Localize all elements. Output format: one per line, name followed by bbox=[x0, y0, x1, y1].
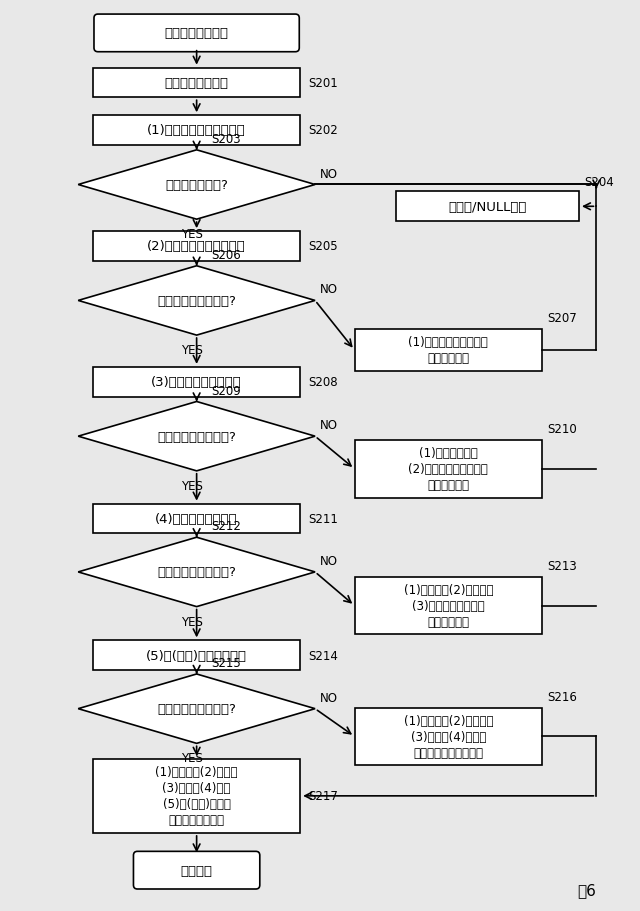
Polygon shape bbox=[78, 150, 315, 220]
Text: 図6: 図6 bbox=[577, 883, 596, 897]
Text: NO: NO bbox=[320, 691, 338, 704]
Text: (4)番地図形判定処理: (4)番地図形判定処理 bbox=[156, 512, 238, 526]
Text: S203: S203 bbox=[211, 133, 241, 146]
Text: YES: YES bbox=[180, 479, 203, 492]
Bar bbox=[93, 759, 300, 833]
Text: (1)都道府県(2)市郡町村
(3)字丁目の図形及び
文字列を取得: (1)都道府県(2)市郡町村 (3)字丁目の図形及び 文字列を取得 bbox=[404, 583, 493, 629]
Text: S212: S212 bbox=[211, 519, 241, 533]
Text: S210: S210 bbox=[547, 423, 577, 435]
Text: NO: NO bbox=[320, 419, 338, 432]
Text: (1)都道府県の図形及び
文字列を取得: (1)都道府県の図形及び 文字列を取得 bbox=[408, 336, 488, 365]
Text: (1)都道府県図形判定処理: (1)都道府県図形判定処理 bbox=[147, 125, 246, 138]
FancyBboxPatch shape bbox=[94, 15, 300, 53]
Text: YES: YES bbox=[180, 343, 203, 356]
Bar bbox=[93, 504, 300, 534]
Polygon shape bbox=[78, 266, 315, 336]
Bar bbox=[93, 231, 300, 261]
Text: 当該図形に含まれる?: 当該図形に含まれる? bbox=[157, 566, 236, 578]
Text: 当該図形に含まれる?: 当該図形に含まれる? bbox=[157, 702, 236, 715]
Text: S217: S217 bbox=[308, 790, 338, 803]
Polygon shape bbox=[78, 537, 315, 607]
Text: S202: S202 bbox=[308, 125, 338, 138]
Text: NO: NO bbox=[320, 168, 338, 180]
Text: S204: S204 bbox=[584, 176, 614, 189]
Text: (1)都道府県(2)郡町村
(3)字丁目(4)番地
(5)号(家屋)の図形
及び文字列を出力: (1)都道府県(2)郡町村 (3)字丁目(4)番地 (5)号(家屋)の図形 及び… bbox=[156, 765, 238, 826]
Text: (5)号(家屋)図形判定処理: (5)号(家屋)図形判定処理 bbox=[146, 649, 247, 662]
Text: 住所関連情報取得: 住所関連情報取得 bbox=[164, 27, 228, 40]
Text: YES: YES bbox=[180, 615, 203, 628]
Text: S213: S213 bbox=[547, 559, 577, 572]
Text: S216: S216 bbox=[547, 690, 577, 703]
Text: YES: YES bbox=[180, 228, 203, 241]
Text: S209: S209 bbox=[211, 384, 241, 397]
Text: NO: NO bbox=[320, 555, 338, 568]
Text: S211: S211 bbox=[308, 512, 338, 526]
Bar bbox=[93, 367, 300, 397]
Text: S215: S215 bbox=[211, 656, 241, 670]
Text: (1)都道府県及び
(2)市郡町村の図形及び
文字列を取得: (1)都道府県及び (2)市郡町村の図形及び 文字列を取得 bbox=[408, 447, 488, 492]
Text: (1)都道府県(2)市郡町村
(3)字丁目(4)番地の
図形及び文字列を取得: (1)都道府県(2)市郡町村 (3)字丁目(4)番地の 図形及び文字列を取得 bbox=[404, 714, 493, 759]
Text: (2)市郡町村図形判定処理: (2)市郡町村図形判定処理 bbox=[147, 241, 246, 253]
Text: 図形に含まれる?: 図形に含まれる? bbox=[165, 179, 228, 192]
Text: S205: S205 bbox=[308, 241, 338, 253]
Bar bbox=[355, 708, 542, 765]
Text: YES: YES bbox=[180, 752, 203, 764]
Text: S207: S207 bbox=[547, 312, 577, 325]
Text: S208: S208 bbox=[308, 375, 338, 389]
Text: リターン: リターン bbox=[180, 864, 212, 876]
Bar bbox=[355, 578, 542, 635]
Bar bbox=[355, 441, 542, 498]
Text: 地図情報受け取り: 地図情報受け取り bbox=[164, 77, 228, 90]
Text: 当該図形に含まれる?: 当該図形に含まれる? bbox=[157, 430, 236, 443]
Bar bbox=[93, 116, 300, 146]
Text: 当該図形に含まれる?: 当該図形に含まれる? bbox=[157, 294, 236, 308]
Bar bbox=[93, 640, 300, 670]
Text: S214: S214 bbox=[308, 649, 338, 662]
Text: (3)字丁目図形判定処理: (3)字丁目図形判定処理 bbox=[151, 375, 242, 389]
Polygon shape bbox=[78, 402, 315, 471]
FancyBboxPatch shape bbox=[134, 852, 260, 889]
Text: S201: S201 bbox=[308, 77, 338, 90]
Text: エラー/NULL出力: エラー/NULL出力 bbox=[449, 200, 527, 213]
Polygon shape bbox=[78, 674, 315, 743]
Text: NO: NO bbox=[320, 283, 338, 296]
Bar bbox=[93, 68, 300, 98]
Bar bbox=[355, 330, 542, 372]
Text: S206: S206 bbox=[211, 249, 241, 261]
Bar bbox=[397, 192, 579, 222]
